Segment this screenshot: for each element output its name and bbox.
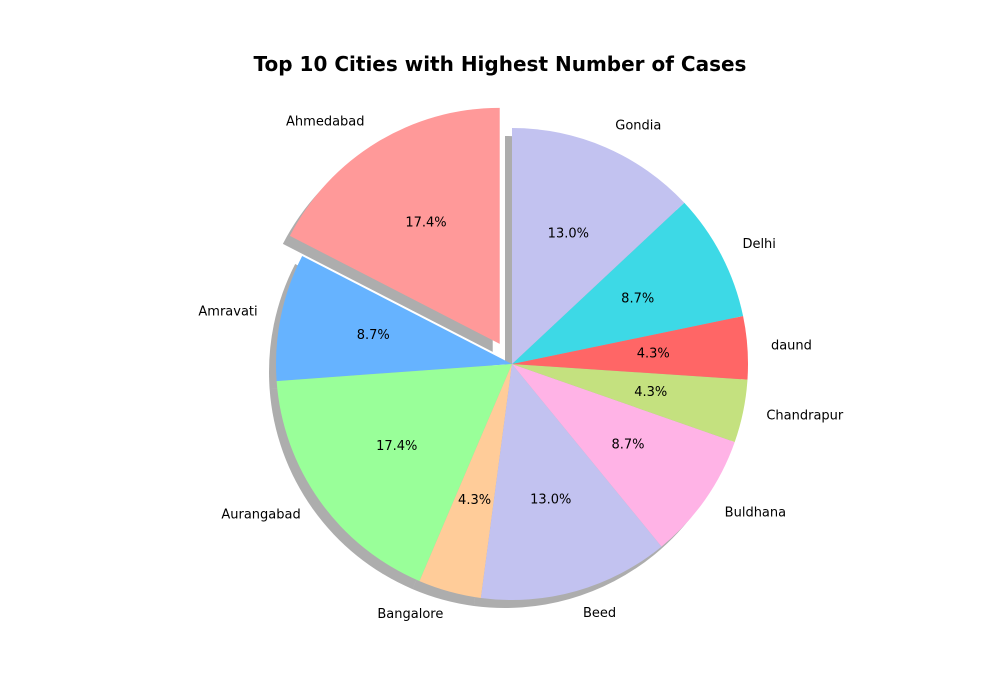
slice-label-amravati: Amravati <box>198 305 257 320</box>
slice-delhi <box>512 202 744 364</box>
slice-aurangabad <box>276 364 512 582</box>
slice-label-bangalore: Bangalore <box>377 607 443 622</box>
slice-percent-delhi: 8.7% <box>621 291 654 306</box>
slice-percent-daund: 4.3% <box>637 347 670 362</box>
slice-daund <box>512 316 748 380</box>
slice-gondia <box>512 128 685 364</box>
pie-slice-layer <box>276 107 748 600</box>
slice-percent-buldhana: 8.7% <box>611 438 644 453</box>
slice-percent-ahmedabad: 17.4% <box>405 215 446 230</box>
slice-buldhana <box>512 364 735 547</box>
slice-chandrapur <box>512 364 748 442</box>
slice-label-beed: Beed <box>583 606 616 621</box>
slice-ahmedabad <box>289 107 500 344</box>
slice-percent-bangalore: 4.3% <box>458 493 491 508</box>
slice-label-aurangabad: Aurangabad <box>221 507 300 522</box>
slice-amravati <box>276 255 512 382</box>
slice-percent-gondia: 13.0% <box>548 227 589 242</box>
slice-percent-beed: 13.0% <box>530 493 571 508</box>
slice-percent-amravati: 8.7% <box>357 328 390 343</box>
slice-label-gondia: Gondia <box>615 118 661 133</box>
slice-label-chandrapur: Chandrapur <box>766 408 844 423</box>
slice-percent-chandrapur: 4.3% <box>634 385 667 400</box>
slice-label-delhi: Delhi <box>742 237 775 252</box>
slice-percent-aurangabad: 17.4% <box>376 439 417 454</box>
slice-label-daund: daund <box>771 339 812 354</box>
slice-bangalore <box>419 364 512 598</box>
slice-beed <box>480 364 662 600</box>
chart-title: Top 10 Cities with Highest Number of Cas… <box>253 52 747 76</box>
slice-label-buldhana: Buldhana <box>725 505 786 520</box>
pie-label-layer: Ahmedabad 17.4% Amravati 8.7% Aurangabad 17.4… <box>198 115 844 622</box>
slice-label-ahmedabad: Ahmedabad <box>286 115 364 130</box>
